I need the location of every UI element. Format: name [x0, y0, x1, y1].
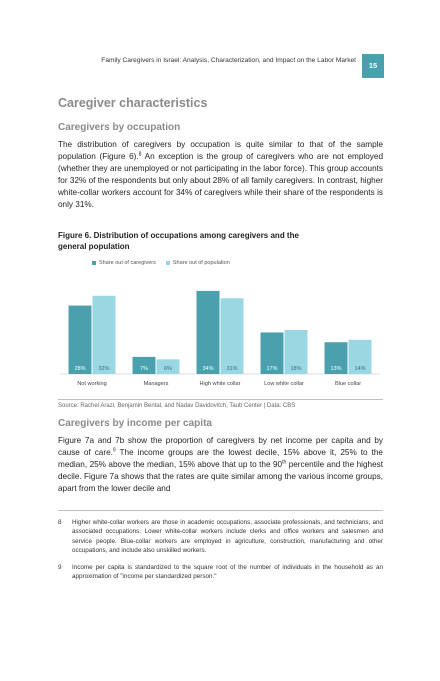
income-heading: Caregivers by income per capita — [58, 418, 212, 429]
data-label: 34% — [202, 366, 213, 372]
data-label: 13% — [330, 366, 341, 372]
footnote-text: Income per capita is standardized to the… — [72, 564, 383, 581]
legend-swatch-caregivers — [92, 261, 96, 265]
data-label: 18% — [290, 366, 301, 372]
income-text-a: Figure 7a and 7b show the proportion of … — [58, 436, 383, 457]
x-tick-label: Blue collar — [335, 381, 361, 387]
bar-caregivers — [324, 342, 348, 374]
page-number: 15 — [362, 54, 384, 78]
percentile-superscript: th — [282, 459, 287, 466]
x-tick-label: High white collar — [199, 381, 240, 387]
legend-item-population: Share out of population — [165, 260, 230, 266]
data-label: 14% — [354, 366, 365, 372]
data-label: 28% — [74, 366, 85, 372]
bar-caregivers — [132, 356, 156, 374]
running-header: Family Caregivers in Israel: Analysis, C… — [101, 57, 356, 64]
footnote-text: Higher white-collar workers are those in… — [72, 519, 383, 554]
footnote-8: 8 Higher white-collar workers are those … — [58, 518, 383, 555]
income-text-c: percentile and the highest decile. Figur… — [58, 460, 383, 493]
footnote-number: 9 — [58, 564, 62, 571]
bar-population — [92, 295, 116, 374]
data-label: 31% — [226, 366, 237, 372]
x-tick-label: Low white collar — [264, 381, 304, 387]
figure-title-line2: general population — [58, 242, 130, 251]
footnote-ref-9: 9 — [112, 447, 116, 454]
income-text-b: The income groups are the lowest decile,… — [58, 448, 383, 469]
x-tick-label: Managers — [144, 381, 169, 387]
footnote-divider — [58, 510, 383, 511]
data-label: 32% — [98, 366, 109, 372]
legend-swatch-population — [165, 261, 170, 265]
footnote-number: 8 — [58, 519, 62, 526]
chart-legend: Share out of caregivers Share out of pop… — [92, 260, 230, 266]
occupation-heading: Caregivers by occupation — [58, 122, 181, 133]
source-divider — [58, 399, 383, 400]
bar-caregivers — [196, 290, 220, 374]
figure-title-line1: Figure 6. Distribution of occupations am… — [58, 231, 299, 240]
x-tick-label: Not working — [77, 381, 107, 387]
data-label: 17% — [266, 366, 277, 372]
bar-population — [156, 359, 180, 374]
bar-population — [220, 298, 244, 374]
footnote-9: 9 Income per capita is standardized to t… — [58, 563, 383, 582]
occupation-text-b: An exception is the group of caregivers … — [58, 152, 383, 209]
bar-population — [348, 339, 372, 374]
figure-source: Source: Rachel Arazi, Benjamin Bental, a… — [58, 403, 296, 409]
legend-item-caregivers: Share out of caregivers — [92, 260, 156, 266]
occupation-text-a: The distribution of caregivers by occupa… — [58, 140, 383, 161]
data-label: 6% — [164, 366, 172, 372]
data-label: 7% — [140, 366, 148, 372]
bar-caregivers — [260, 332, 284, 374]
occupation-paragraph: The distribution of caregivers by occupa… — [58, 139, 383, 211]
occupation-bar-chart: 28% 32% Not working 7% 6% Managers 34% 31% High … — [60, 290, 380, 387]
legend-label-population: Share out of population — [172, 260, 230, 266]
bar-population — [284, 330, 308, 374]
income-paragraph: Figure 7a and 7b show the proportion of … — [58, 435, 383, 495]
legend-label-caregivers: Share out of caregivers — [99, 260, 156, 266]
bar-caregivers — [68, 305, 92, 374]
footnote-ref-8: 8 — [138, 151, 142, 158]
figure-title: Figure 6. Distribution of occupations am… — [58, 230, 358, 252]
section-title: Caregiver characteristics — [58, 96, 208, 110]
